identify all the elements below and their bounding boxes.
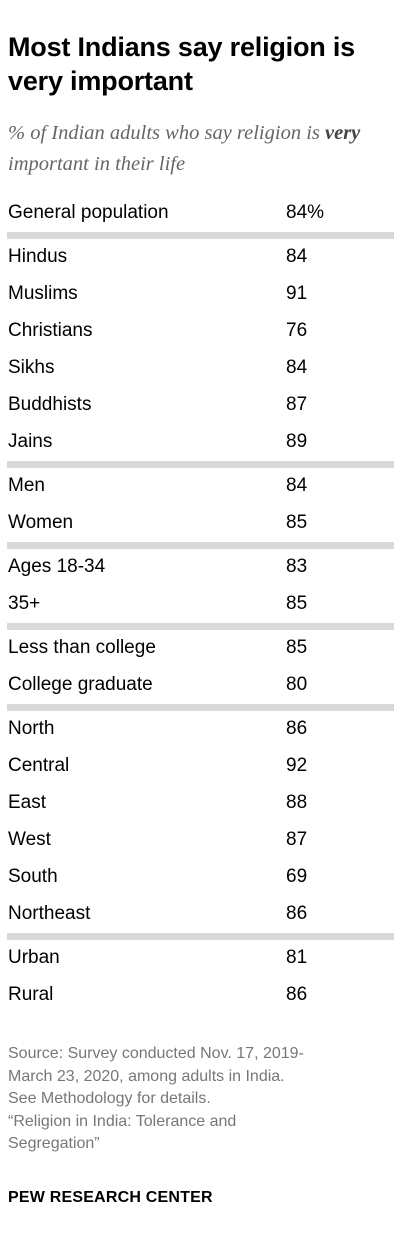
group-separator xyxy=(7,461,394,468)
table-row: Rural 86 xyxy=(0,977,400,1014)
row-value: 91 xyxy=(286,283,308,304)
subtitle-emphasis: very xyxy=(325,122,361,144)
table-row: Christians 76 xyxy=(0,313,400,350)
pew-logo: PEW RESEARCH CENTER xyxy=(8,1189,213,1206)
row-label: Hindus xyxy=(8,246,68,267)
table-row: 35+ 85 xyxy=(0,586,400,623)
row-label: Rural xyxy=(8,984,54,1005)
row-label: Jains xyxy=(8,431,53,452)
row-label: South xyxy=(8,866,58,887)
chart-subtitle: % of Indian adults who say religion is v… xyxy=(8,118,393,180)
table-row: Hindus 84 xyxy=(0,239,400,276)
source-line: Source: Survey conducted Nov. 17, 2019- xyxy=(8,1045,304,1062)
row-label: General population xyxy=(8,202,169,223)
row-label: Buddhists xyxy=(8,394,92,415)
row-value: 85 xyxy=(286,637,308,658)
chart-title: Most Indians say religion is very import… xyxy=(8,32,355,96)
table-row: College graduate 80 xyxy=(0,667,400,704)
subtitle-text-before: % of Indian adults who say religion is xyxy=(8,122,325,144)
row-value: 86 xyxy=(286,984,308,1005)
table-row: Women 85 xyxy=(0,505,400,542)
row-value: 92 xyxy=(286,755,308,776)
table-row: Ages 18-34 83 xyxy=(0,549,400,586)
row-value: 84% xyxy=(286,202,325,223)
row-value: 85 xyxy=(286,512,308,533)
table-row: Sikhs 84 xyxy=(0,350,400,387)
table-row: Jains 89 xyxy=(0,424,400,461)
table-row: Urban 81 xyxy=(0,940,400,977)
source-note: Source: Survey conducted Nov. 17, 2019- M… xyxy=(8,1043,393,1156)
row-label: West xyxy=(8,829,51,850)
row-label: Northeast xyxy=(8,903,91,924)
row-value: 84 xyxy=(286,246,308,267)
group-separator xyxy=(7,704,394,711)
group-separator xyxy=(7,623,394,630)
row-label: Men xyxy=(8,475,45,496)
subtitle-text-after: important in their life xyxy=(8,153,186,175)
row-value: 83 xyxy=(286,556,308,577)
row-label: 35+ xyxy=(8,593,41,614)
row-value: 85 xyxy=(286,593,308,614)
table-row: Northeast 86 xyxy=(0,896,400,933)
row-label: College graduate xyxy=(8,674,153,695)
row-label: Christians xyxy=(8,320,93,341)
source-line: See Methodology for details. xyxy=(8,1090,211,1107)
data-table: General population 84% Hindus 84 Muslims 91 Ch… xyxy=(0,195,400,1014)
row-value: 84 xyxy=(286,357,308,378)
row-value: 76 xyxy=(286,320,308,341)
row-label: Sikhs xyxy=(8,357,55,378)
table-row: West 87 xyxy=(0,822,400,859)
row-value: 88 xyxy=(286,792,308,813)
row-label: Women xyxy=(8,512,74,533)
row-value: 80 xyxy=(286,674,308,695)
row-value: 86 xyxy=(286,903,308,924)
table-row: Less than college 85 xyxy=(0,630,400,667)
row-value: 86 xyxy=(286,718,308,739)
row-value: 84 xyxy=(286,475,308,496)
row-value: 81 xyxy=(286,947,308,968)
table-row: General population 84% xyxy=(0,195,400,232)
source-line: “Religion in India: Tolerance and xyxy=(8,1112,237,1130)
table-row: Men 84 xyxy=(0,468,400,505)
row-label: Urban xyxy=(8,947,60,968)
source-line: March 23, 2020, among adults in India. xyxy=(8,1067,285,1085)
row-value: 69 xyxy=(286,866,308,887)
table-row: Central 92 xyxy=(0,748,400,785)
row-value: 89 xyxy=(286,431,308,452)
row-label: Central xyxy=(8,755,70,776)
row-label: Muslims xyxy=(8,283,78,304)
row-label: North xyxy=(8,718,55,739)
table-row: Buddhists 87 xyxy=(0,387,400,424)
row-label: Ages 18-34 xyxy=(8,556,106,577)
group-separator xyxy=(7,542,394,549)
row-value: 87 xyxy=(286,829,308,850)
group-separator xyxy=(7,232,394,239)
row-label: Less than college xyxy=(8,637,156,658)
table-row: South 69 xyxy=(0,859,400,896)
source-line: Segregation” xyxy=(8,1135,100,1152)
table-row: North 86 xyxy=(0,711,400,748)
table-row: Muslims 91 xyxy=(0,276,400,313)
group-separator xyxy=(7,933,394,940)
row-label: East xyxy=(8,792,47,813)
row-value: 87 xyxy=(286,394,308,415)
table-row: East 88 xyxy=(0,785,400,822)
